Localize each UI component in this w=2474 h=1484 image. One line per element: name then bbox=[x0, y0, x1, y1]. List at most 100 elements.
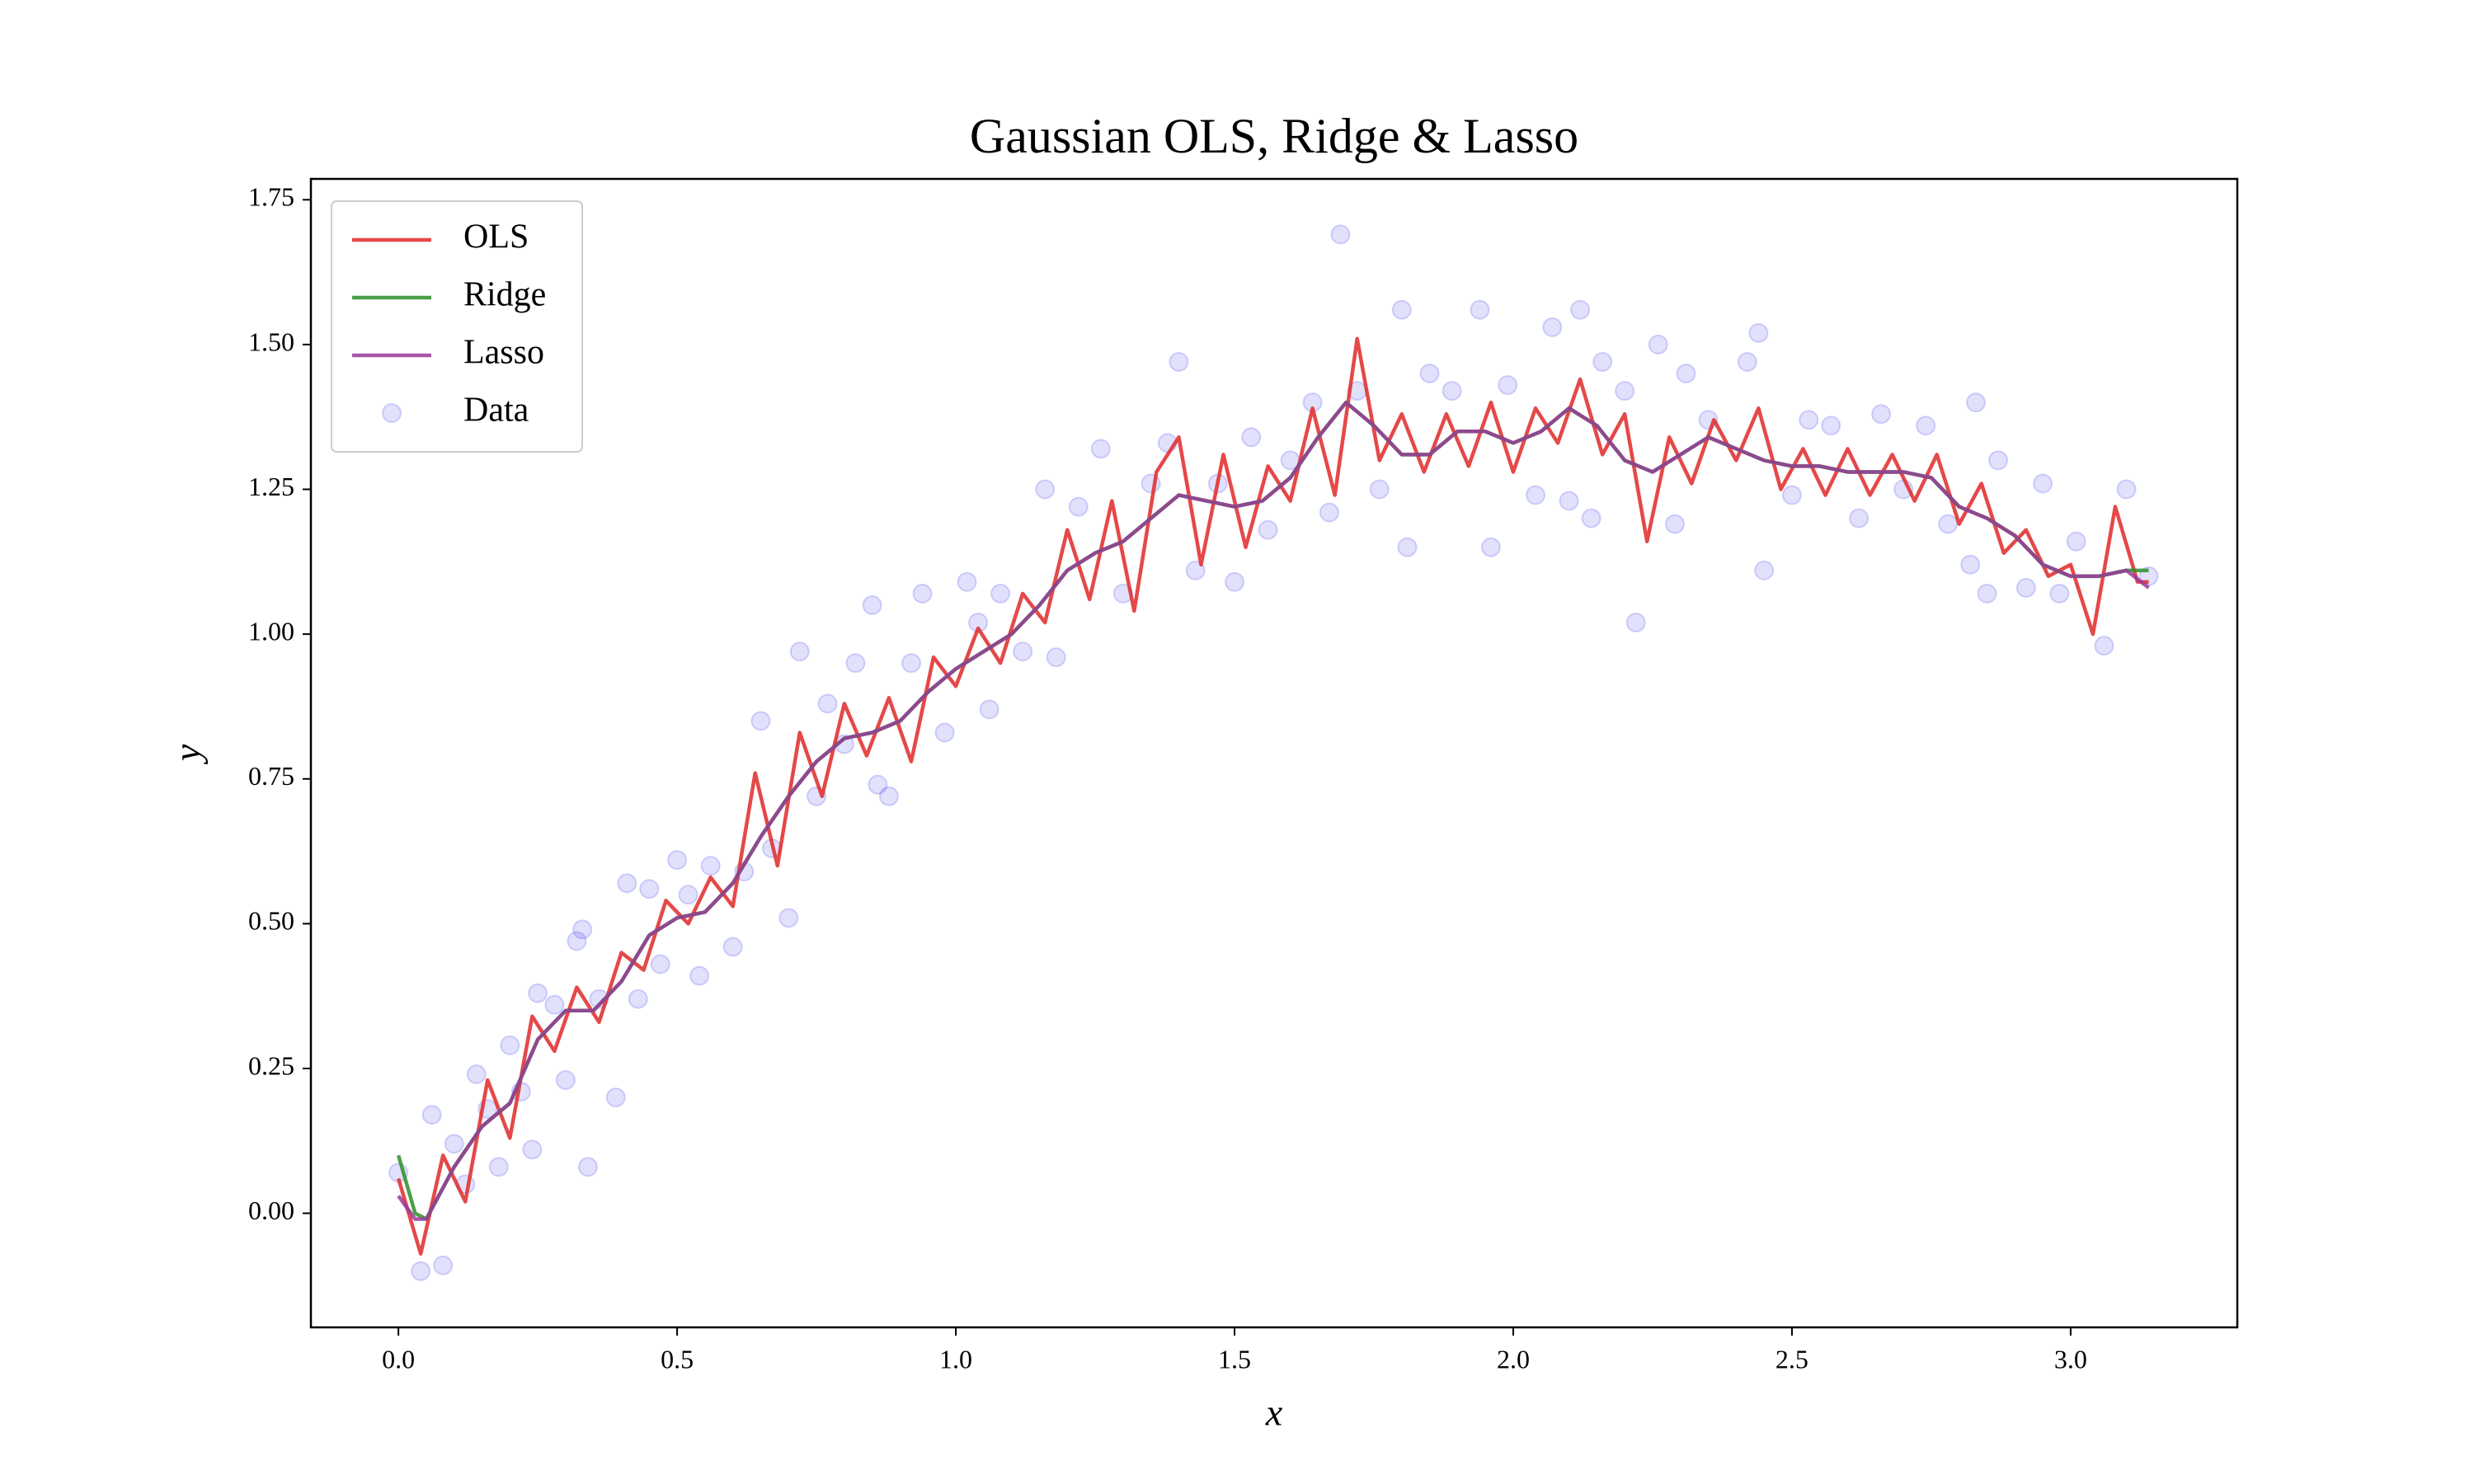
data-point bbox=[1330, 224, 1351, 245]
data-point bbox=[1046, 647, 1066, 668]
data-point bbox=[617, 873, 637, 894]
axes-frame bbox=[309, 177, 2239, 1329]
data-point bbox=[567, 931, 587, 951]
data-point bbox=[1570, 299, 1591, 320]
data-point bbox=[1442, 381, 1462, 402]
data-point bbox=[605, 1087, 626, 1108]
x-tick-label: 0.0 bbox=[382, 1344, 415, 1374]
data-point bbox=[488, 1157, 509, 1177]
data-point bbox=[1988, 450, 2009, 471]
x-tick-label: 0.5 bbox=[661, 1344, 694, 1374]
data-point bbox=[979, 699, 999, 720]
y-tick-label: 0.00 bbox=[248, 1195, 294, 1225]
data-point bbox=[1526, 485, 1546, 505]
data-point bbox=[678, 885, 698, 905]
data-point bbox=[1871, 404, 1892, 425]
data-point bbox=[1648, 334, 1668, 355]
data-point bbox=[912, 583, 933, 603]
legend-label: OLS bbox=[463, 218, 529, 256]
x-tick-label: 1.5 bbox=[1218, 1344, 1251, 1374]
data-point bbox=[817, 693, 838, 714]
data-point bbox=[1035, 479, 1056, 500]
data-point bbox=[1849, 508, 1870, 528]
data-point bbox=[1748, 322, 1769, 343]
data-point bbox=[628, 989, 648, 1009]
data-point bbox=[2049, 583, 2070, 603]
data-point bbox=[990, 583, 1011, 603]
data-point bbox=[1258, 519, 1278, 540]
data-point bbox=[862, 595, 882, 616]
x-axis-label: x bbox=[1265, 1392, 1283, 1434]
data-point bbox=[522, 1139, 543, 1160]
data-point bbox=[1542, 317, 1563, 337]
data-point bbox=[689, 965, 710, 986]
legend-marker bbox=[382, 403, 402, 423]
legend-label: Lasso bbox=[463, 334, 544, 372]
chart-title: Gaussian OLS, Ridge & Lasso bbox=[970, 109, 1578, 163]
data-point bbox=[1225, 571, 1245, 592]
data-point bbox=[528, 983, 548, 1003]
data-point bbox=[1977, 583, 1997, 603]
data-point bbox=[1676, 364, 1696, 384]
data-point bbox=[750, 711, 771, 731]
data-point bbox=[901, 653, 921, 674]
data-point bbox=[2116, 479, 2137, 500]
legend-label: Ridge bbox=[463, 276, 546, 314]
data-point bbox=[650, 954, 670, 974]
data-point bbox=[878, 786, 899, 806]
data-point bbox=[433, 1255, 454, 1275]
data-point bbox=[544, 994, 565, 1015]
data-point bbox=[1754, 560, 1775, 580]
data-point bbox=[2094, 636, 2114, 656]
data-point bbox=[572, 919, 593, 940]
data-point bbox=[466, 1064, 487, 1085]
data-point bbox=[1169, 351, 1189, 372]
data-point bbox=[868, 774, 888, 795]
y-axis-label: y bbox=[167, 744, 209, 764]
data-point bbox=[778, 908, 799, 928]
data-point bbox=[2015, 577, 2036, 598]
data-point bbox=[1960, 554, 1981, 575]
y-tick-label: 0.50 bbox=[248, 906, 294, 936]
y-tick-label: 1.75 bbox=[248, 182, 294, 212]
legend-label: Data bbox=[463, 392, 529, 430]
data-point bbox=[1013, 641, 1033, 662]
data-point bbox=[555, 1070, 576, 1091]
data-point bbox=[411, 1261, 431, 1281]
plot-area bbox=[388, 224, 2159, 1281]
data-point bbox=[500, 1035, 520, 1055]
data-point bbox=[1781, 485, 1802, 505]
series-line bbox=[397, 400, 2150, 1221]
x-tick-label: 2.0 bbox=[1497, 1344, 1530, 1374]
data-point bbox=[1397, 537, 1418, 557]
data-point bbox=[1559, 491, 1579, 511]
y-tick-label: 1.50 bbox=[248, 326, 294, 356]
data-point bbox=[577, 1157, 598, 1177]
data-point bbox=[1470, 299, 1490, 320]
legend-box bbox=[331, 200, 583, 453]
y-tick-label: 0.25 bbox=[248, 1050, 294, 1080]
data-point bbox=[1480, 537, 1501, 557]
x-tick-label: 2.5 bbox=[1776, 1344, 1808, 1374]
data-point bbox=[1965, 392, 1986, 413]
data-point bbox=[1799, 410, 1819, 430]
data-point bbox=[1938, 514, 1959, 534]
data-point bbox=[2066, 531, 2086, 552]
data-point bbox=[1625, 613, 1646, 633]
data-point bbox=[722, 937, 743, 957]
y-tick-label: 1.25 bbox=[248, 472, 294, 501]
data-point bbox=[1419, 364, 1440, 384]
data-point bbox=[845, 653, 866, 674]
data-point bbox=[789, 641, 810, 662]
data-point bbox=[700, 856, 721, 876]
data-point bbox=[1592, 351, 1613, 372]
data-point bbox=[1090, 439, 1111, 459]
data-point bbox=[1391, 299, 1412, 320]
data-point bbox=[1498, 375, 1518, 396]
data-point bbox=[1916, 416, 1936, 436]
data-point bbox=[1319, 502, 1339, 523]
legend: OLS Ridge Lasso Data bbox=[331, 200, 583, 453]
data-point bbox=[1737, 351, 1757, 372]
